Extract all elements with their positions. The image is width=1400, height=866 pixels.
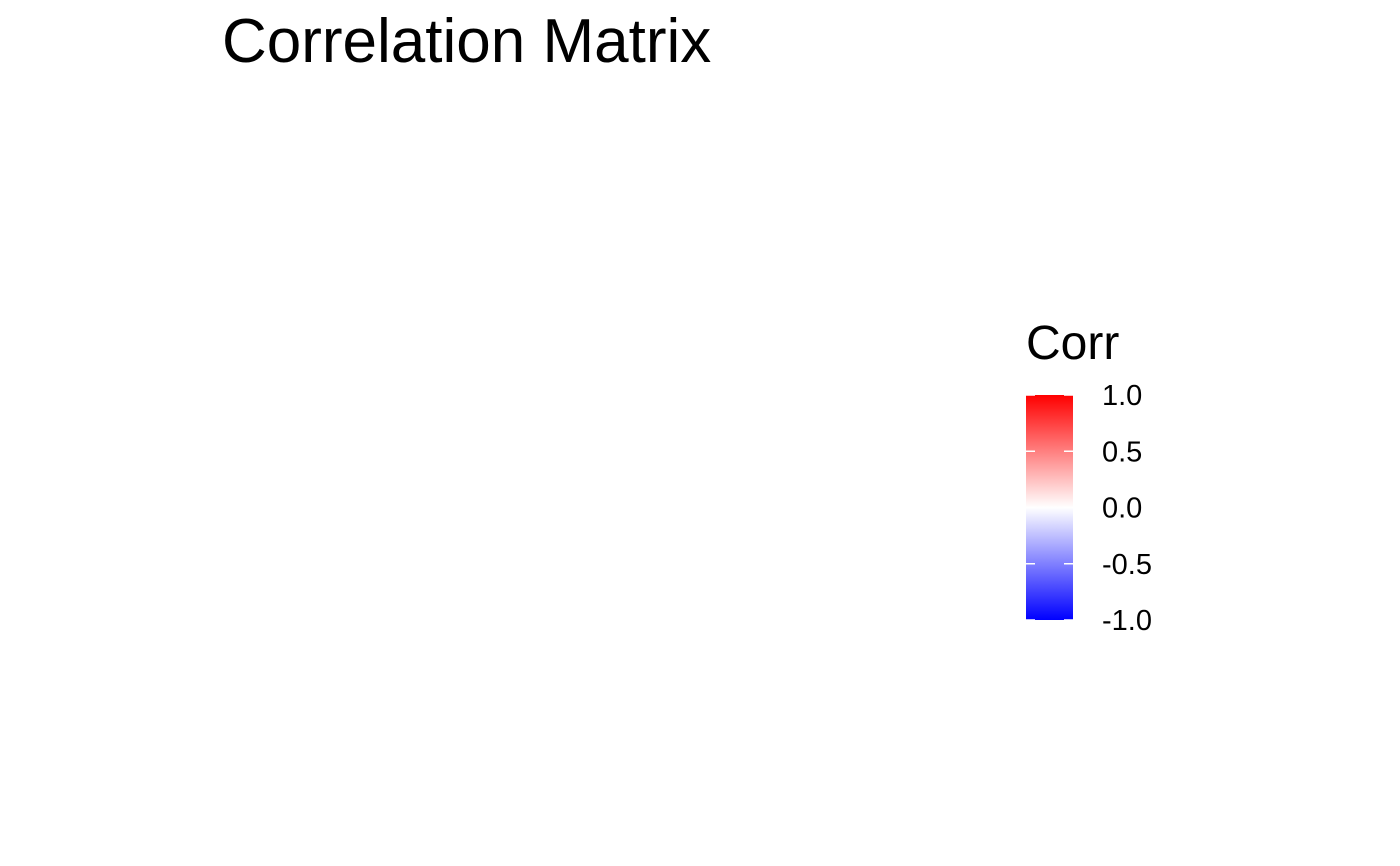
plot-area — [40, 90, 980, 830]
legend-tick-label: -1.0 — [1102, 605, 1152, 637]
legend-colorbar: 1.0 0.5 0.0 -0.5 -1.0 — [1026, 380, 1152, 637]
chart-title: Correlation Matrix — [222, 7, 712, 76]
legend-tick-label: 0.5 — [1102, 436, 1142, 468]
legend-title: Corr — [1026, 317, 1120, 370]
legend-tick-label: 0.0 — [1102, 493, 1142, 525]
color-legend: Corr 1.0 0.5 0.0 -0.5 -1.0 — [1026, 315, 1226, 637]
legend-tick-label: -0.5 — [1102, 549, 1152, 581]
legend-tick-label: 1.0 — [1102, 380, 1142, 412]
